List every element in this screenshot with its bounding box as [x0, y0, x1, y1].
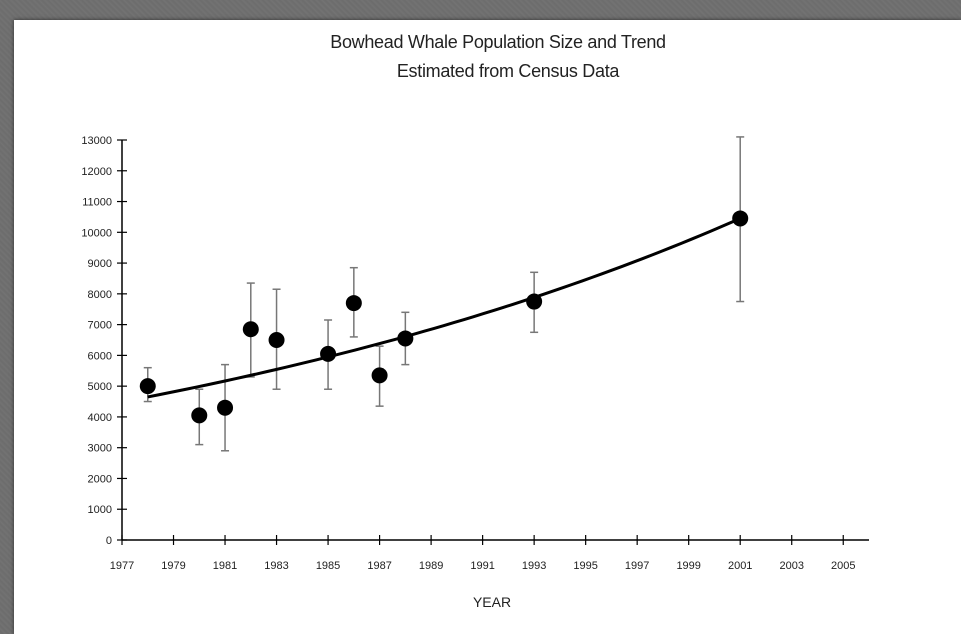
y-tick-label: 10000	[81, 227, 112, 239]
y-tick-label: 2000	[88, 473, 112, 485]
x-tick-label: 1987	[367, 560, 391, 572]
data-points	[139, 210, 749, 424]
data-point	[320, 345, 337, 362]
x-tick-label: 1991	[470, 560, 494, 572]
chart-title-line2: Estimated from Census Data	[397, 61, 621, 81]
chart-axes: 0 1000 2000 3000 4000 5000 6000 7000 8000 9000 100…	[81, 135, 869, 572]
x-tick-label: 1983	[264, 560, 288, 572]
data-point	[345, 295, 362, 312]
data-point	[268, 332, 285, 348]
data-point	[139, 378, 156, 395]
y-tick-label: 0	[106, 535, 112, 547]
trend-line	[147, 217, 741, 399]
x-tick-label: 1979	[161, 560, 185, 572]
x-tick-label: 1985	[316, 560, 340, 572]
data-point	[397, 330, 414, 347]
data-point	[217, 399, 234, 416]
x-tick-label: 1999	[676, 560, 700, 572]
y-tick-label: 4000	[88, 412, 112, 424]
y-tick-label: 5000	[88, 381, 112, 393]
y-tick-label: 6000	[88, 350, 112, 362]
y-tick-label: 8000	[88, 289, 112, 301]
x-tick-label: 1995	[573, 560, 597, 572]
x-tick-label: 1977	[110, 560, 134, 572]
y-tick-label: 11000	[82, 197, 112, 209]
error-bars	[143, 136, 745, 452]
x-tick-label: 2001	[728, 560, 752, 572]
x-axis-label: YEAR	[473, 594, 511, 610]
x-tick-label: 2003	[779, 560, 803, 572]
data-point	[732, 210, 749, 227]
y-tick-label: 1000	[88, 504, 112, 516]
x-tick-label: 1993	[522, 560, 546, 572]
data-point	[242, 321, 259, 338]
y-tick-label: 3000	[88, 443, 112, 455]
y-tick-label: 7000	[88, 320, 112, 332]
data-point	[371, 367, 388, 384]
y-tick-label: 12000	[81, 166, 112, 178]
x-tick-label: 1989	[419, 560, 443, 572]
trend-line-group	[147, 217, 741, 399]
data-point	[526, 293, 543, 310]
chart-title-line1: Bowhead Whale Population Size and Trend	[330, 32, 666, 52]
y-tick-label: 13000	[81, 135, 112, 147]
x-tick-label: 1981	[213, 560, 237, 572]
x-tick-label: 1997	[625, 560, 649, 572]
data-point	[191, 407, 208, 424]
y-tick-label: 9000	[88, 258, 112, 270]
chart-page	[14, 20, 961, 634]
x-tick-label: 2005	[831, 560, 855, 572]
